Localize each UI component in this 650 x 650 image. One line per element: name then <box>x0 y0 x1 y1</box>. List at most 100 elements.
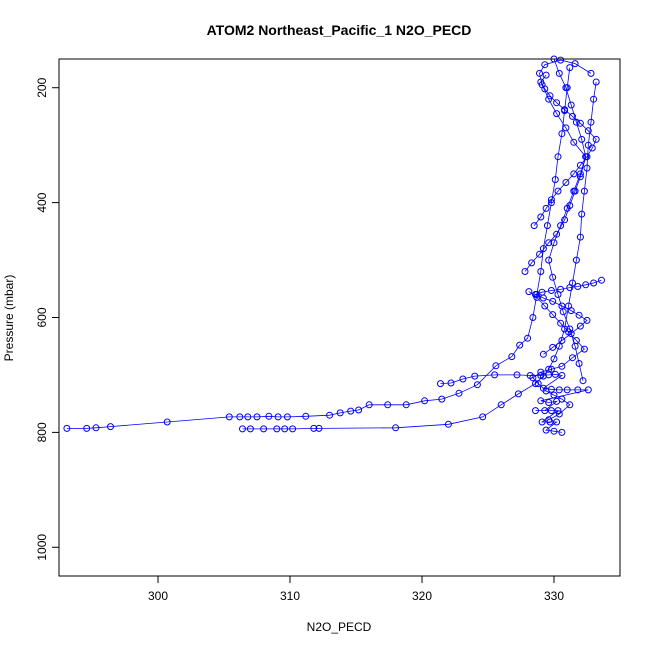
data-point <box>447 379 455 387</box>
x-axis: 300 310 320 330 <box>148 576 564 603</box>
data-point <box>566 401 574 409</box>
data-point <box>558 362 566 370</box>
data-point <box>558 337 566 344</box>
data-point <box>555 342 563 350</box>
data-point <box>260 425 268 433</box>
data-point <box>549 273 557 281</box>
data-point <box>524 334 532 342</box>
data-point <box>570 138 578 146</box>
data-point <box>574 283 582 290</box>
data-point <box>590 95 598 103</box>
data-point <box>546 92 554 100</box>
data-point <box>355 406 363 414</box>
data-point <box>539 245 547 253</box>
y-tick-label: 1000 <box>35 534 49 561</box>
data-point <box>508 353 516 361</box>
data-point <box>497 401 505 409</box>
data-point <box>542 387 550 395</box>
data-point <box>576 161 584 169</box>
data-point <box>491 371 499 379</box>
data-point <box>566 64 574 72</box>
data-point <box>571 60 579 68</box>
plot-area <box>63 55 605 436</box>
data-point <box>532 407 539 415</box>
x-axis-label: N2O_PECD <box>307 620 372 634</box>
data-point <box>514 390 522 398</box>
data-point <box>438 395 446 403</box>
data-point <box>563 386 571 394</box>
data-point <box>551 176 559 184</box>
data-point <box>473 381 481 389</box>
data-point <box>551 370 559 378</box>
x-tick-label: 300 <box>148 589 168 603</box>
data-point <box>479 413 487 421</box>
data-point <box>562 124 570 132</box>
data-point <box>598 276 605 284</box>
data-point <box>246 425 254 433</box>
data-point <box>547 407 555 415</box>
data-point <box>583 153 591 161</box>
data-point <box>557 222 565 230</box>
data-point <box>537 78 545 86</box>
data-point <box>521 268 529 275</box>
y-axis: 200 400 600 800 1000 <box>35 77 59 561</box>
data-point <box>557 285 565 293</box>
data-point <box>547 196 555 204</box>
data-point <box>539 294 547 302</box>
data-point <box>558 395 566 403</box>
data-point <box>566 325 574 333</box>
data-point <box>561 106 569 114</box>
data-point <box>563 204 571 212</box>
data-point <box>326 411 334 419</box>
data-point <box>365 401 373 409</box>
data-point <box>537 397 545 405</box>
data-point <box>569 112 576 120</box>
data-point <box>273 425 281 433</box>
data-point <box>529 374 537 382</box>
data-point <box>562 84 570 92</box>
data-point <box>336 409 344 417</box>
data-point <box>545 399 553 406</box>
data-point <box>575 311 583 319</box>
data-point <box>163 418 171 426</box>
series-2 <box>437 370 592 436</box>
data-point <box>580 187 588 195</box>
series-line <box>524 59 592 272</box>
data-point <box>571 342 579 350</box>
data-point <box>576 170 584 178</box>
series-line <box>533 74 597 226</box>
data-point <box>550 427 558 435</box>
data-point <box>587 69 595 77</box>
data-point <box>583 316 591 324</box>
data-point <box>244 413 252 421</box>
data-point <box>421 397 429 405</box>
data-point <box>557 319 565 327</box>
data-point <box>567 307 575 315</box>
data-point <box>561 216 569 224</box>
series-7 <box>532 276 605 358</box>
data-point <box>566 284 574 292</box>
data-point <box>536 250 543 258</box>
data-point <box>578 210 586 218</box>
data-point <box>529 314 537 321</box>
data-point <box>459 375 467 383</box>
data-point <box>541 61 549 69</box>
series-line <box>528 291 586 421</box>
data-point <box>553 230 561 238</box>
data-point <box>528 259 536 267</box>
series-4 <box>525 288 588 424</box>
data-point <box>582 281 590 289</box>
y-tick-label: 400 <box>35 192 49 212</box>
series-6 <box>530 71 600 230</box>
data-point <box>580 345 588 353</box>
data-point <box>347 407 355 415</box>
data-point <box>537 213 545 221</box>
data-point <box>547 287 555 294</box>
data-point <box>310 424 318 432</box>
data-point <box>437 380 444 388</box>
data-point <box>471 372 479 380</box>
data-point <box>592 78 600 86</box>
series-line <box>66 67 571 429</box>
data-point <box>492 362 500 370</box>
data-point <box>558 130 566 138</box>
